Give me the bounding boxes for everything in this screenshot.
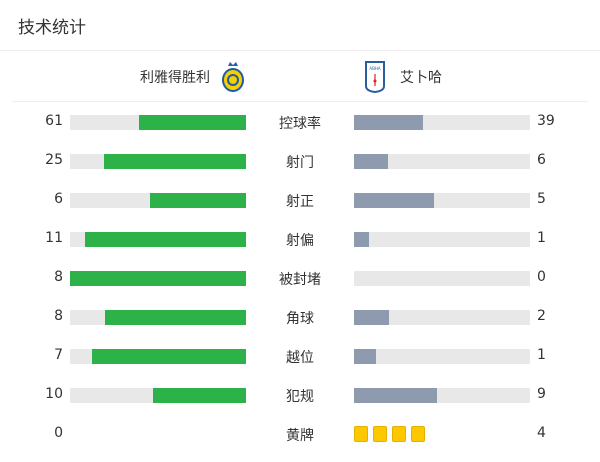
yellow-card-icon: [373, 426, 387, 442]
stat-label: 射偏: [286, 233, 314, 249]
stat-row: 11 射偏 1: [0, 229, 600, 249]
home-bar: [70, 310, 246, 325]
home-value: 7: [54, 347, 63, 363]
away-team-name[interactable]: 艾卜哈: [400, 70, 442, 86]
away-bar: [354, 388, 530, 403]
away-bar: [354, 232, 530, 247]
away-bar: [354, 271, 530, 286]
away-bar-fill: [354, 310, 390, 325]
stat-label: 射正: [286, 194, 314, 210]
away-value: 9: [537, 386, 546, 402]
away-value: 4: [537, 425, 546, 441]
stat-row: 0 黄牌 4: [0, 424, 600, 444]
home-team-logo-icon[interactable]: [221, 60, 245, 94]
home-bar: [70, 154, 246, 169]
home-bar: [70, 115, 246, 130]
divider: [0, 50, 600, 51]
home-team-name[interactable]: 利雅得胜利: [140, 70, 210, 86]
stat-label: 黄牌: [286, 428, 314, 444]
home-bar-fill: [153, 388, 246, 403]
away-bar-fill: [354, 349, 376, 364]
svg-text:ABHA: ABHA: [369, 66, 380, 71]
stat-row: 7 越位 1: [0, 346, 600, 366]
home-bar-fill: [92, 349, 246, 364]
away-bar-fill: [354, 388, 438, 403]
home-bar: [70, 232, 246, 247]
home-bar: [70, 193, 246, 208]
home-bar-fill: [138, 115, 246, 130]
stat-row: 25 射门 6: [0, 151, 600, 171]
stat-row: 8 被封堵 0: [0, 268, 600, 288]
home-bar-fill: [104, 154, 246, 169]
home-bar: [70, 388, 246, 403]
stat-row: 8 角球 2: [0, 307, 600, 327]
yellow-card-icon: [411, 426, 425, 442]
home-value: 8: [54, 269, 63, 285]
away-bar: [354, 193, 530, 208]
stat-row: 61 控球率 39: [0, 112, 600, 132]
away-yellow-cards: [354, 426, 425, 442]
stat-label: 犯规: [286, 389, 314, 405]
home-bar-fill: [70, 271, 246, 286]
away-value: 39: [537, 113, 555, 129]
away-bar-fill: [354, 193, 434, 208]
away-bar-fill: [354, 232, 369, 247]
stat-row: 6 射正 5: [0, 190, 600, 210]
home-value: 11: [45, 230, 63, 246]
away-bar: [354, 310, 530, 325]
page-title: 技术统计: [18, 18, 86, 38]
divider: [12, 101, 588, 102]
away-value: 1: [537, 347, 546, 363]
home-bar-fill: [105, 310, 246, 325]
away-bar: [354, 154, 530, 169]
stat-label: 角球: [286, 311, 314, 327]
away-value: 0: [537, 269, 546, 285]
stat-label: 被封堵: [279, 272, 321, 288]
away-bar: [354, 115, 530, 130]
home-value: 10: [45, 386, 63, 402]
yellow-card-icon: [354, 426, 368, 442]
away-bar-fill: [354, 115, 423, 130]
stat-label: 控球率: [279, 116, 321, 132]
away-value: 2: [537, 308, 546, 324]
stat-label: 越位: [286, 350, 314, 366]
away-value: 6: [537, 152, 546, 168]
stat-row: 10 犯规 9: [0, 385, 600, 405]
away-bar: [354, 349, 530, 364]
home-bar: [70, 349, 246, 364]
away-bar-fill: [354, 154, 389, 169]
away-team-logo-icon[interactable]: ABHA: [364, 60, 386, 94]
home-bar-fill: [84, 232, 246, 247]
home-value: 25: [45, 152, 63, 168]
away-value: 5: [537, 191, 546, 207]
home-value: 61: [45, 113, 63, 129]
home-value: 8: [54, 308, 63, 324]
home-bar-fill: [150, 193, 246, 208]
home-value: 6: [54, 191, 63, 207]
home-value: 0: [54, 425, 63, 441]
away-value: 1: [537, 230, 546, 246]
stat-label: 射门: [286, 155, 314, 171]
home-bar: [70, 271, 246, 286]
yellow-card-icon: [392, 426, 406, 442]
